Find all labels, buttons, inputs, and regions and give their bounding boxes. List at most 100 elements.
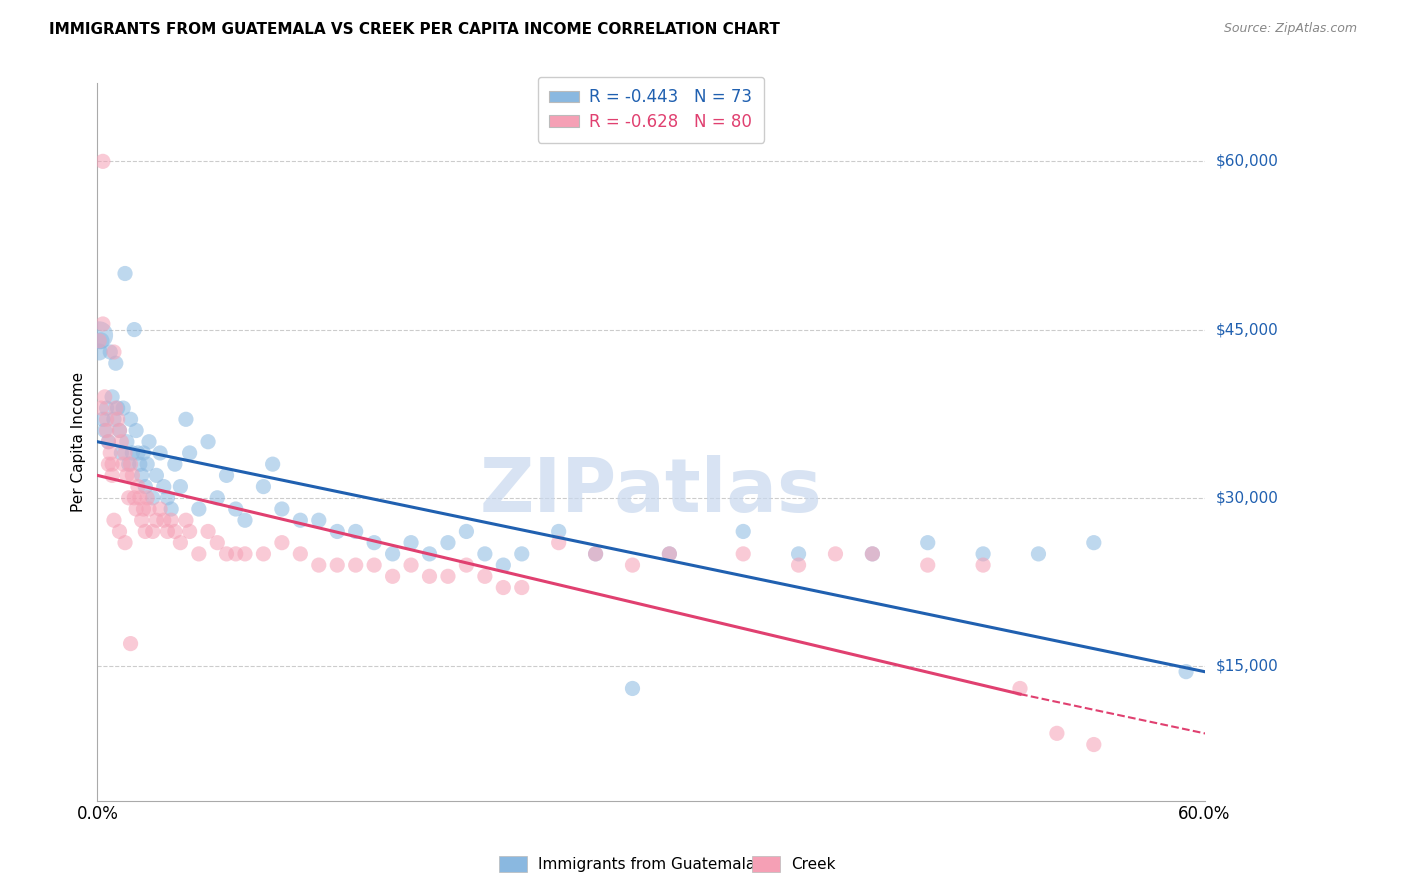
Point bbox=[270, 502, 292, 516]
Point bbox=[107, 401, 129, 415]
Point bbox=[344, 558, 367, 573]
Point bbox=[824, 547, 846, 561]
Point bbox=[1028, 547, 1050, 561]
Point bbox=[112, 401, 135, 415]
Point bbox=[108, 424, 131, 438]
Point bbox=[120, 412, 142, 426]
Point bbox=[163, 457, 186, 471]
Text: Source: ZipAtlas.com: Source: ZipAtlas.com bbox=[1223, 22, 1357, 36]
Point bbox=[103, 412, 125, 426]
Point bbox=[262, 457, 284, 471]
Point bbox=[107, 412, 129, 426]
Point bbox=[169, 535, 191, 549]
Point bbox=[91, 412, 114, 426]
Point bbox=[132, 446, 155, 460]
Point bbox=[120, 637, 142, 651]
Point bbox=[860, 547, 883, 561]
Point bbox=[197, 434, 219, 449]
Point bbox=[187, 547, 209, 561]
Point bbox=[121, 446, 143, 460]
Point bbox=[187, 502, 209, 516]
Point bbox=[658, 547, 681, 561]
Point bbox=[492, 581, 515, 595]
Point bbox=[399, 558, 422, 573]
Point bbox=[225, 547, 247, 561]
Text: $60,000: $60,000 bbox=[1216, 153, 1278, 169]
Point bbox=[93, 424, 115, 438]
Point bbox=[163, 524, 186, 539]
Point bbox=[136, 491, 159, 505]
Point bbox=[308, 558, 330, 573]
Point bbox=[787, 547, 810, 561]
Point bbox=[98, 446, 121, 460]
Point bbox=[121, 468, 143, 483]
Point bbox=[127, 480, 149, 494]
Point bbox=[233, 513, 256, 527]
Point bbox=[91, 317, 114, 331]
Point bbox=[136, 457, 159, 471]
Point bbox=[437, 535, 460, 549]
Point bbox=[160, 513, 183, 527]
Point bbox=[381, 569, 404, 583]
Point bbox=[252, 547, 274, 561]
Point bbox=[225, 502, 247, 516]
Point bbox=[89, 345, 111, 359]
Point bbox=[131, 513, 153, 527]
Point bbox=[114, 535, 136, 549]
Point bbox=[142, 524, 165, 539]
Point bbox=[97, 457, 120, 471]
Point bbox=[90, 334, 112, 348]
Point bbox=[122, 322, 145, 336]
Point bbox=[122, 491, 145, 505]
Point bbox=[290, 547, 312, 561]
Point bbox=[363, 558, 385, 573]
Point bbox=[326, 558, 349, 573]
Point bbox=[125, 502, 148, 516]
Point bbox=[621, 681, 644, 696]
Point bbox=[215, 547, 238, 561]
Point bbox=[131, 468, 153, 483]
Point bbox=[547, 535, 569, 549]
Point bbox=[363, 535, 385, 549]
Point bbox=[128, 457, 150, 471]
Point bbox=[621, 558, 644, 573]
Point bbox=[96, 401, 118, 415]
Point bbox=[103, 513, 125, 527]
Point bbox=[127, 446, 149, 460]
Point bbox=[101, 457, 124, 471]
Point bbox=[733, 524, 755, 539]
Point bbox=[145, 513, 167, 527]
Point bbox=[290, 513, 312, 527]
Point bbox=[149, 446, 172, 460]
Point bbox=[344, 524, 367, 539]
Point bbox=[138, 502, 160, 516]
Point bbox=[474, 547, 496, 561]
Point bbox=[326, 524, 349, 539]
Point bbox=[1008, 681, 1031, 696]
Point bbox=[1175, 665, 1198, 679]
Text: $15,000: $15,000 bbox=[1216, 658, 1278, 673]
Point bbox=[152, 513, 174, 527]
Point bbox=[547, 524, 569, 539]
Point bbox=[108, 424, 131, 438]
Point bbox=[89, 334, 111, 348]
Point bbox=[169, 480, 191, 494]
Legend: R = -0.443   N = 73, R = -0.628   N = 80: R = -0.443 N = 73, R = -0.628 N = 80 bbox=[537, 77, 763, 143]
Text: Creek: Creek bbox=[792, 857, 837, 871]
Point bbox=[787, 558, 810, 573]
Point bbox=[399, 535, 422, 549]
Point bbox=[93, 390, 115, 404]
Point bbox=[89, 328, 111, 343]
Text: $30,000: $30,000 bbox=[1216, 491, 1278, 505]
Point bbox=[860, 547, 883, 561]
Point bbox=[90, 401, 112, 415]
Point bbox=[152, 480, 174, 494]
Point bbox=[118, 491, 141, 505]
Point bbox=[132, 502, 155, 516]
Point bbox=[115, 468, 138, 483]
Point bbox=[128, 491, 150, 505]
Point bbox=[917, 558, 939, 573]
Point bbox=[215, 468, 238, 483]
Point bbox=[101, 390, 124, 404]
Point bbox=[474, 569, 496, 583]
